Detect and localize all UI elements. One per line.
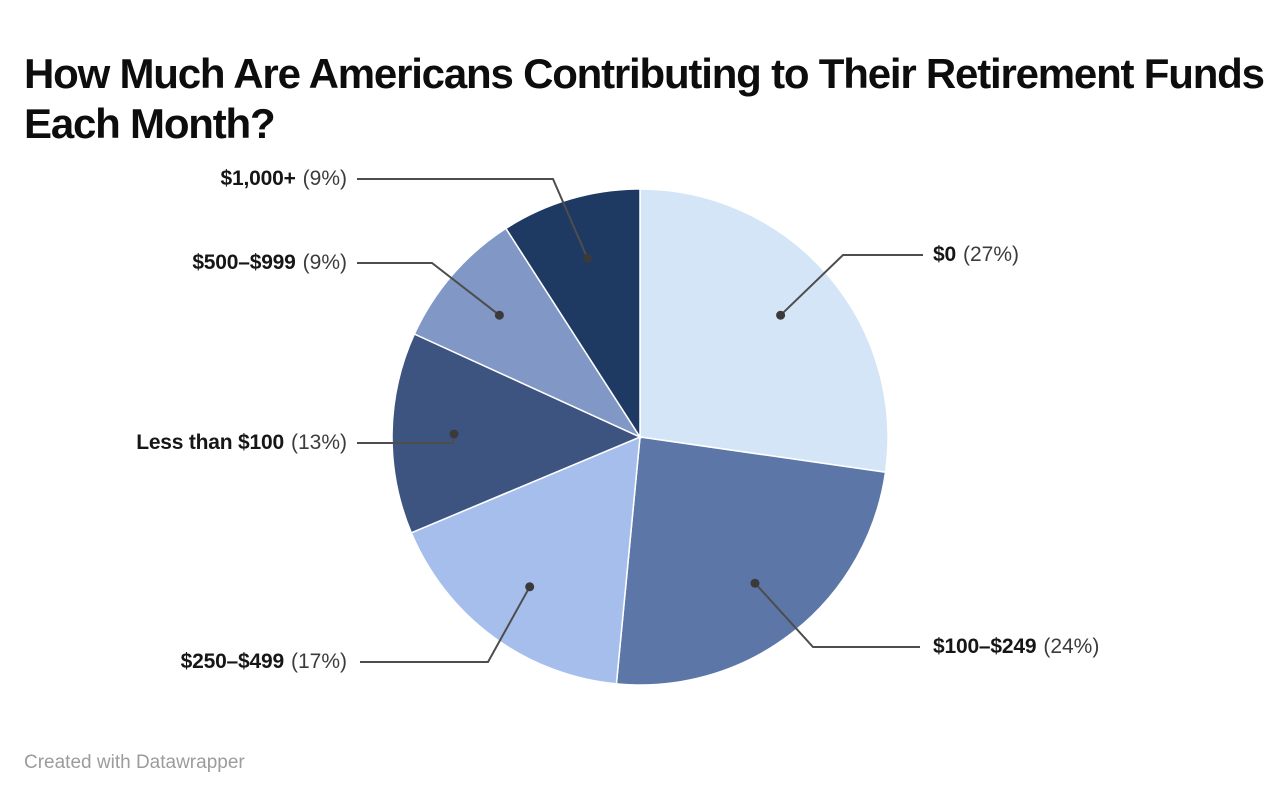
leader-dot-0 [776,310,786,320]
leader-dot-3 [449,429,459,439]
leader-dot-2 [525,582,535,592]
pie-label-percent: (17%) [290,650,347,673]
pie-slice-0 [639,188,889,474]
pie-label-percent: (13%) [290,431,347,454]
pie-label-less-than-100: Less than $100 (13%) [0,430,347,456]
leader-line-2 [360,586,531,663]
leader-dot-1 [750,578,760,588]
pie-label-0-dollars: $0 (27%) [933,242,1019,268]
pie-label-category: $1,000+ [220,167,296,190]
pie-label-percent: (9%) [302,251,347,274]
pie-label-percent: (24%) [1043,635,1100,658]
pie-slice-3 [391,333,642,534]
leader-lines-group [357,178,923,663]
pie-label-250-499: $250–$499 (17%) [0,649,347,675]
leader-line-0 [779,254,923,316]
pie-label-category: Less than $100 [136,431,284,454]
leader-dot-5 [583,254,593,263]
pie-label-category: $100–$249 [933,635,1037,658]
pie-label-percent: (9%) [302,167,347,190]
pie-slices-group [391,188,889,686]
pie-slice-5 [504,188,641,440]
pie-slice-2 [410,435,641,685]
pie-label-category: $500–$999 [192,251,296,274]
leader-line-1 [754,582,920,648]
datawrapper-credit-link[interactable]: Created with Datawrapper [24,752,245,773]
pie-label-category: $0 [933,243,956,266]
pie-slice-4 [413,227,643,439]
pie-label-category: $250–$499 [180,650,285,673]
chart-title: How Much Are Americans Contributing to T… [24,50,1265,148]
pie-label-100-249: $100–$249 (24%) [933,634,1099,660]
pie-label-percent: (27%) [962,243,1019,266]
leader-line-4 [357,262,501,316]
pie-label-500-999: $500–$999 (9%) [0,250,347,276]
pie-label-1000-plus: $1,000+ (9%) [0,166,347,192]
leader-line-5 [357,178,589,259]
pie-slice-1 [615,436,887,686]
leader-dot-4 [494,310,504,320]
